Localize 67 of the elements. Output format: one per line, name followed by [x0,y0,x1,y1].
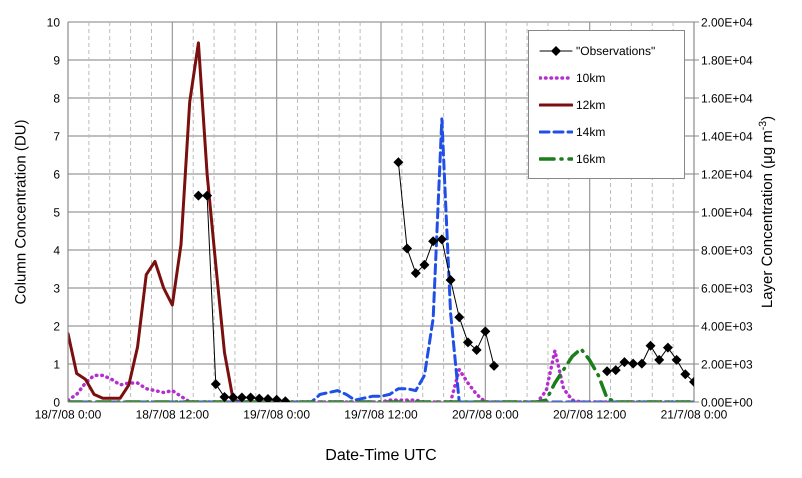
y-tick-label: 2 [53,319,60,334]
point [236,392,247,402]
point [402,243,412,254]
x-tick-label: 19/7/08 12:00 [344,408,418,422]
point [454,312,464,322]
point [436,234,447,244]
point [480,326,490,336]
y-tick-label: 9 [53,53,60,68]
x-tick-label: 21/7/08 0:00 [660,408,728,422]
point [220,392,230,402]
point [210,379,221,390]
y2-tick-label: 0.00E+00 [701,395,754,410]
y-tick-label: 1 [53,357,60,372]
point [619,357,630,368]
point [246,392,256,402]
legend-label: 12km [576,98,606,112]
y-tick-label: 5 [53,205,60,220]
y2-tick-label: 1.00E+04 [701,205,754,220]
point [628,358,638,369]
y-tick-label: 3 [53,281,60,296]
point [680,369,690,380]
x-tick-label: 19/7/08 0:00 [243,408,310,422]
point [636,358,647,369]
legend-label: 14km [576,124,606,138]
point [393,157,404,168]
x-tick-label: 18/7/08 12:00 [136,408,210,422]
y2-tick-label: 1.60E+04 [701,91,754,106]
point [193,190,204,201]
y2-tick-label: 2.00E+04 [701,15,754,30]
y-tick-label: 0 [53,395,60,410]
point [410,268,421,278]
point [462,337,473,348]
point [446,275,456,286]
legend-label: 16km [576,152,606,166]
x-tick-label: 20/7/08 0:00 [452,408,520,422]
y-tick-label: 7 [53,129,60,144]
y2-tick-label: 1.20E+04 [701,167,754,182]
y2-tick-label: 4.00E+03 [701,319,754,334]
y2-tick-label: 1.40E+04 [701,129,754,144]
x-tick-label: 20/7/08 12:00 [552,408,627,422]
y2-tick-label: 8.00E+03 [701,243,754,258]
y2-tick-label: 2.00E+03 [701,357,754,372]
point [228,392,238,402]
point [262,394,273,402]
y-tick-label: 10 [46,15,60,30]
point [428,236,438,246]
point [654,354,664,365]
point [254,394,264,402]
legend-label: "Observations" [576,44,656,58]
point [202,190,212,201]
y-axis-title: Column Concentration (DU) [12,119,30,305]
point [419,260,430,270]
x-axis-title: Date-Time UTC [325,447,437,464]
y2-tick-label: 6.00E+03 [701,281,754,296]
y2-tick-label: 1.80E+04 [701,53,754,68]
point [646,340,656,351]
y-tick-label: 6 [53,167,60,182]
point [472,344,482,355]
legend-label: 10km [576,70,606,84]
x-tick-label: 18/7/08 0:00 [34,408,102,422]
y-tick-label: 8 [53,91,60,106]
point [662,342,673,353]
point [610,365,621,376]
point [602,366,612,376]
point [672,354,682,365]
y-tick-label: 4 [53,243,60,258]
point [489,360,500,371]
